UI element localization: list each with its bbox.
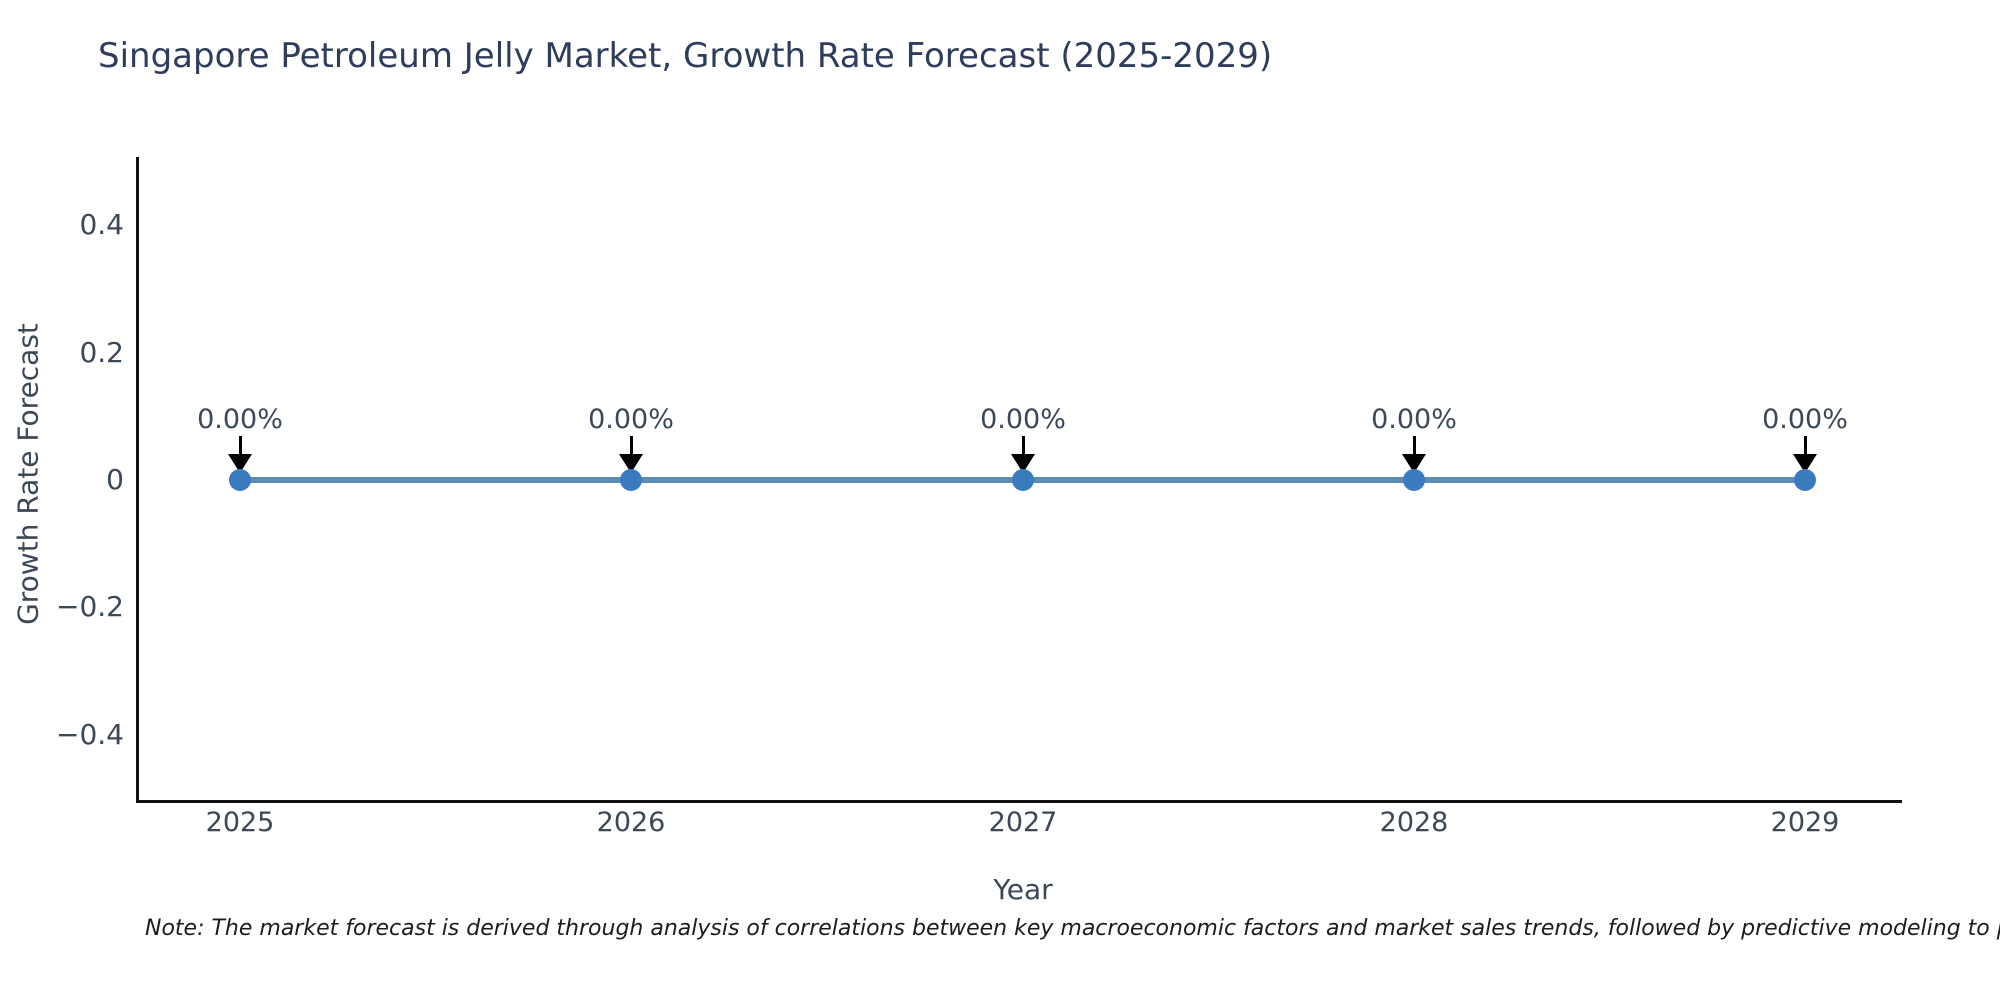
- chart-footnote: Note: The market forecast is derived thr…: [145, 916, 2000, 941]
- y-tick-label: 0: [106, 463, 124, 496]
- annotation-arrow-stem: [1413, 436, 1416, 456]
- x-axis-spine: [136, 800, 1902, 803]
- annotation-arrow-icon: [228, 454, 252, 473]
- x-tick-label: 2028: [1379, 807, 1449, 838]
- annotation-arrow-stem: [1804, 436, 1807, 456]
- data-label: 0.00%: [1762, 404, 1848, 435]
- annotation-arrow-stem: [1022, 436, 1025, 456]
- y-tick-label: 0.2: [79, 336, 124, 369]
- data-point-marker: [1794, 469, 1816, 491]
- data-label: 0.00%: [197, 404, 283, 435]
- x-axis-title: Year: [993, 873, 1053, 906]
- data-label: 0.00%: [980, 404, 1066, 435]
- y-tick-label: −0.2: [56, 590, 124, 623]
- chart-title: Singapore Petroleum Jelly Market, Growth…: [98, 36, 1273, 76]
- data-point-marker: [1012, 469, 1034, 491]
- data-point-marker: [229, 469, 251, 491]
- data-label: 0.00%: [588, 404, 674, 435]
- annotation-arrow-icon: [1011, 454, 1035, 473]
- x-tick-label: 2027: [988, 807, 1058, 838]
- y-tick-label: 0.4: [79, 208, 124, 241]
- annotation-arrow-icon: [1402, 454, 1426, 473]
- y-tick-label: −0.4: [56, 718, 124, 751]
- x-tick-label: 2025: [205, 807, 275, 838]
- annotation-arrow-icon: [1793, 454, 1817, 473]
- annotation-arrow-icon: [619, 454, 643, 473]
- annotation-arrow-stem: [630, 436, 633, 456]
- x-tick-label: 2029: [1770, 807, 1840, 838]
- data-point-marker: [1403, 469, 1425, 491]
- data-point-marker: [620, 469, 642, 491]
- annotation-arrow-stem: [239, 436, 242, 456]
- x-tick-label: 2026: [596, 807, 666, 838]
- y-axis-title: Growth Rate Forecast: [11, 323, 45, 625]
- y-axis-spine: [136, 157, 139, 803]
- data-label: 0.00%: [1371, 404, 1457, 435]
